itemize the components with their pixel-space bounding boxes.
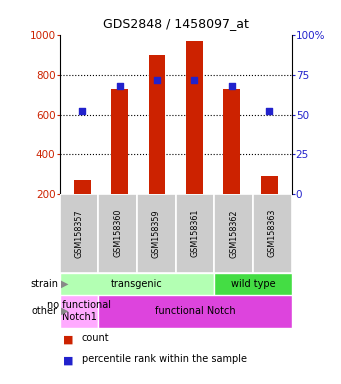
- Bar: [148, 55, 165, 194]
- Text: GSM158359: GSM158359: [152, 209, 161, 258]
- Bar: [253, 194, 292, 273]
- Text: GSM158363: GSM158363: [268, 209, 277, 257]
- Text: GSM158361: GSM158361: [190, 209, 199, 257]
- Bar: [60, 273, 214, 295]
- Text: GDS2848 / 1458097_at: GDS2848 / 1458097_at: [103, 17, 249, 30]
- Bar: [214, 194, 253, 273]
- Text: transgenic: transgenic: [111, 279, 163, 289]
- Text: count: count: [82, 333, 109, 343]
- Text: strain: strain: [30, 279, 58, 289]
- Text: no functional
Notch1: no functional Notch1: [47, 300, 111, 322]
- Bar: [60, 194, 98, 273]
- Point: [192, 77, 197, 83]
- Text: ■: ■: [63, 334, 74, 344]
- Point: [229, 83, 235, 89]
- Point: [266, 108, 272, 114]
- Bar: [261, 176, 278, 194]
- Bar: [176, 194, 214, 273]
- Bar: [60, 295, 98, 328]
- Bar: [111, 89, 128, 194]
- Text: GSM158357: GSM158357: [74, 209, 84, 258]
- Text: GSM158360: GSM158360: [113, 209, 122, 257]
- Bar: [98, 295, 292, 328]
- Text: ■: ■: [63, 356, 74, 366]
- Bar: [223, 89, 240, 194]
- Bar: [214, 273, 292, 295]
- Text: other: other: [32, 306, 58, 316]
- Text: GSM158362: GSM158362: [229, 209, 238, 258]
- Text: functional Notch: functional Notch: [154, 306, 235, 316]
- Text: ▶: ▶: [61, 306, 69, 316]
- Bar: [186, 41, 203, 194]
- Point: [79, 108, 85, 114]
- Point: [117, 83, 122, 89]
- Text: wild type: wild type: [231, 279, 275, 289]
- Bar: [98, 194, 137, 273]
- Point: [154, 77, 160, 83]
- Text: percentile rank within the sample: percentile rank within the sample: [82, 354, 247, 364]
- Bar: [137, 194, 176, 273]
- Text: ▶: ▶: [61, 279, 69, 289]
- Bar: [74, 180, 90, 194]
